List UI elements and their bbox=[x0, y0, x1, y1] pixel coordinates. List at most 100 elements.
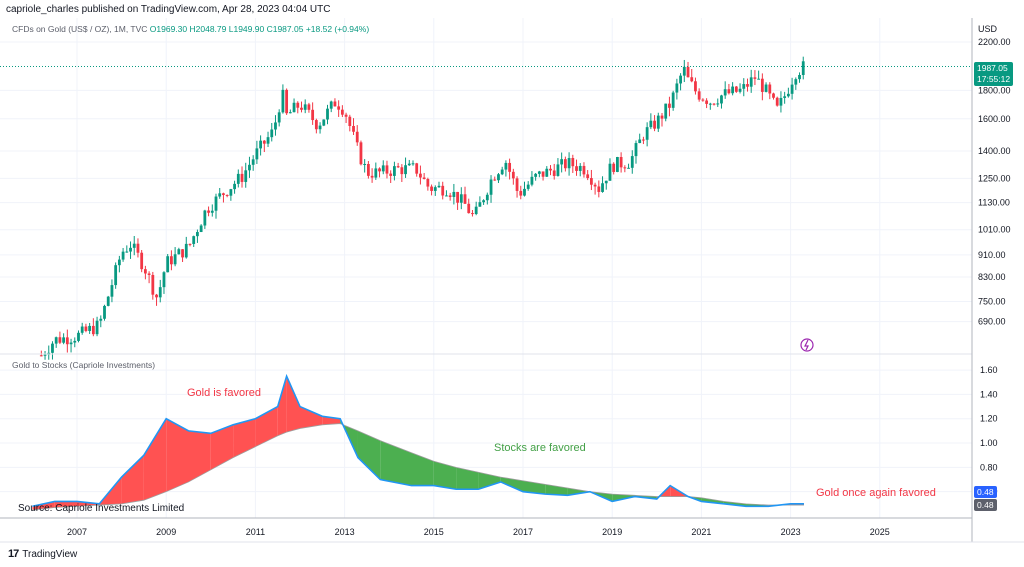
candle-body bbox=[277, 112, 281, 123]
candle-body bbox=[69, 342, 73, 345]
candle-body bbox=[136, 243, 140, 253]
candle-body bbox=[192, 236, 196, 244]
ratio-line bbox=[32, 373, 804, 508]
candle-body bbox=[589, 178, 593, 185]
indicator-badge-1: 0.48 bbox=[974, 486, 997, 498]
candle-body bbox=[166, 256, 170, 273]
candle-body bbox=[790, 84, 794, 94]
candle-body bbox=[471, 213, 474, 215]
candle-body bbox=[519, 190, 523, 196]
stocks-favored-area bbox=[456, 467, 479, 490]
x-tick-label: 2017 bbox=[513, 527, 533, 537]
candle-body bbox=[474, 206, 478, 214]
indicator-tick-label: 1.20 bbox=[980, 414, 998, 424]
price-badge-countdown: 17:55:12 bbox=[977, 74, 1011, 84]
candle-body bbox=[545, 168, 549, 177]
candle-body bbox=[225, 194, 229, 196]
candle-body bbox=[370, 175, 374, 178]
candle-body bbox=[177, 249, 181, 255]
candle-body bbox=[671, 92, 675, 108]
candlestick-series bbox=[39, 56, 805, 360]
gold-favored-area bbox=[54, 501, 77, 508]
tradingview-logo[interactable]: 17 TradingView bbox=[8, 548, 77, 560]
candle-body bbox=[363, 163, 367, 165]
indicator-tick-label: 1.00 bbox=[980, 438, 998, 448]
candle-body bbox=[355, 131, 359, 143]
candle-body bbox=[400, 167, 404, 175]
candle-body bbox=[794, 79, 798, 85]
candle-body bbox=[158, 287, 162, 298]
candle-body bbox=[738, 88, 742, 92]
candle-body bbox=[604, 180, 608, 184]
candle-body bbox=[422, 177, 426, 180]
gold-favored-area bbox=[286, 376, 300, 433]
x-tick-label: 2021 bbox=[691, 527, 711, 537]
candle-body bbox=[203, 210, 207, 226]
candle-body bbox=[244, 170, 248, 182]
candle-body bbox=[760, 78, 764, 92]
candle-body bbox=[303, 104, 307, 110]
stocks-favored-area bbox=[380, 440, 412, 486]
candle-body bbox=[117, 259, 121, 266]
candle-body bbox=[404, 165, 407, 175]
candle-body bbox=[694, 81, 697, 92]
symbol-legend[interactable]: CFDs on Gold (US$ / OZ), 1M, TVC O1969.3… bbox=[12, 24, 369, 34]
candle-body bbox=[95, 320, 99, 335]
candle-body bbox=[292, 102, 296, 113]
gold-favored-area bbox=[300, 406, 323, 429]
candle-body bbox=[288, 112, 292, 114]
candle-body bbox=[389, 173, 393, 176]
candle-body bbox=[749, 77, 753, 87]
candle-body bbox=[530, 176, 534, 185]
candle-body bbox=[285, 89, 289, 114]
candle-body bbox=[393, 166, 396, 176]
candle-body bbox=[233, 183, 236, 190]
source-note: Source: Capriole Investments Limited bbox=[18, 503, 185, 514]
candle-body bbox=[586, 174, 590, 179]
indicator-legend[interactable]: Gold to Stocks (Capriole Investments) bbox=[12, 360, 156, 370]
candle-body bbox=[300, 107, 303, 110]
candle-body bbox=[504, 162, 508, 170]
stocks-favored-area bbox=[567, 488, 590, 496]
x-tick-label: 2025 bbox=[870, 527, 890, 537]
candle-body bbox=[80, 326, 84, 333]
candle-body bbox=[84, 326, 88, 331]
lightning-icon[interactable] bbox=[800, 338, 814, 352]
candle-body bbox=[448, 195, 452, 197]
stocks-favored-area bbox=[357, 430, 381, 480]
candle-body bbox=[147, 273, 151, 275]
price-tick-label: 750.00 bbox=[978, 296, 1006, 306]
candle-body bbox=[314, 120, 318, 130]
candle-body bbox=[634, 143, 638, 157]
candle-body bbox=[664, 103, 668, 119]
stocks-favored-area bbox=[478, 472, 501, 490]
lightning-icon-bolt bbox=[804, 339, 809, 351]
candle-body bbox=[679, 75, 682, 84]
price-tick-label: 1400.00 bbox=[978, 146, 1011, 156]
candle-body bbox=[340, 109, 344, 115]
candle-body bbox=[593, 184, 597, 187]
candle-body bbox=[660, 115, 664, 119]
candle-body bbox=[686, 66, 690, 78]
candle-body bbox=[597, 186, 601, 192]
candle-body bbox=[307, 104, 311, 110]
candle-body bbox=[445, 195, 448, 197]
candle-body bbox=[329, 101, 333, 109]
candle-body bbox=[649, 120, 653, 128]
candle-body bbox=[712, 103, 716, 105]
candle-body bbox=[196, 232, 199, 237]
gold-favored-area bbox=[233, 418, 256, 458]
price-tick-label: 1800.00 bbox=[978, 85, 1011, 95]
candle-body bbox=[757, 78, 761, 80]
candle-body bbox=[51, 343, 54, 353]
tradingview-logo-icon: 17 bbox=[8, 548, 19, 560]
candle-body bbox=[236, 173, 240, 184]
candle-body bbox=[534, 173, 538, 177]
candle-body bbox=[526, 184, 530, 189]
candle-body bbox=[489, 179, 493, 195]
candle-body bbox=[619, 157, 623, 168]
candle-body bbox=[121, 251, 125, 260]
candle-body bbox=[482, 200, 486, 203]
candle-body bbox=[39, 355, 43, 357]
candle-body bbox=[697, 91, 701, 100]
